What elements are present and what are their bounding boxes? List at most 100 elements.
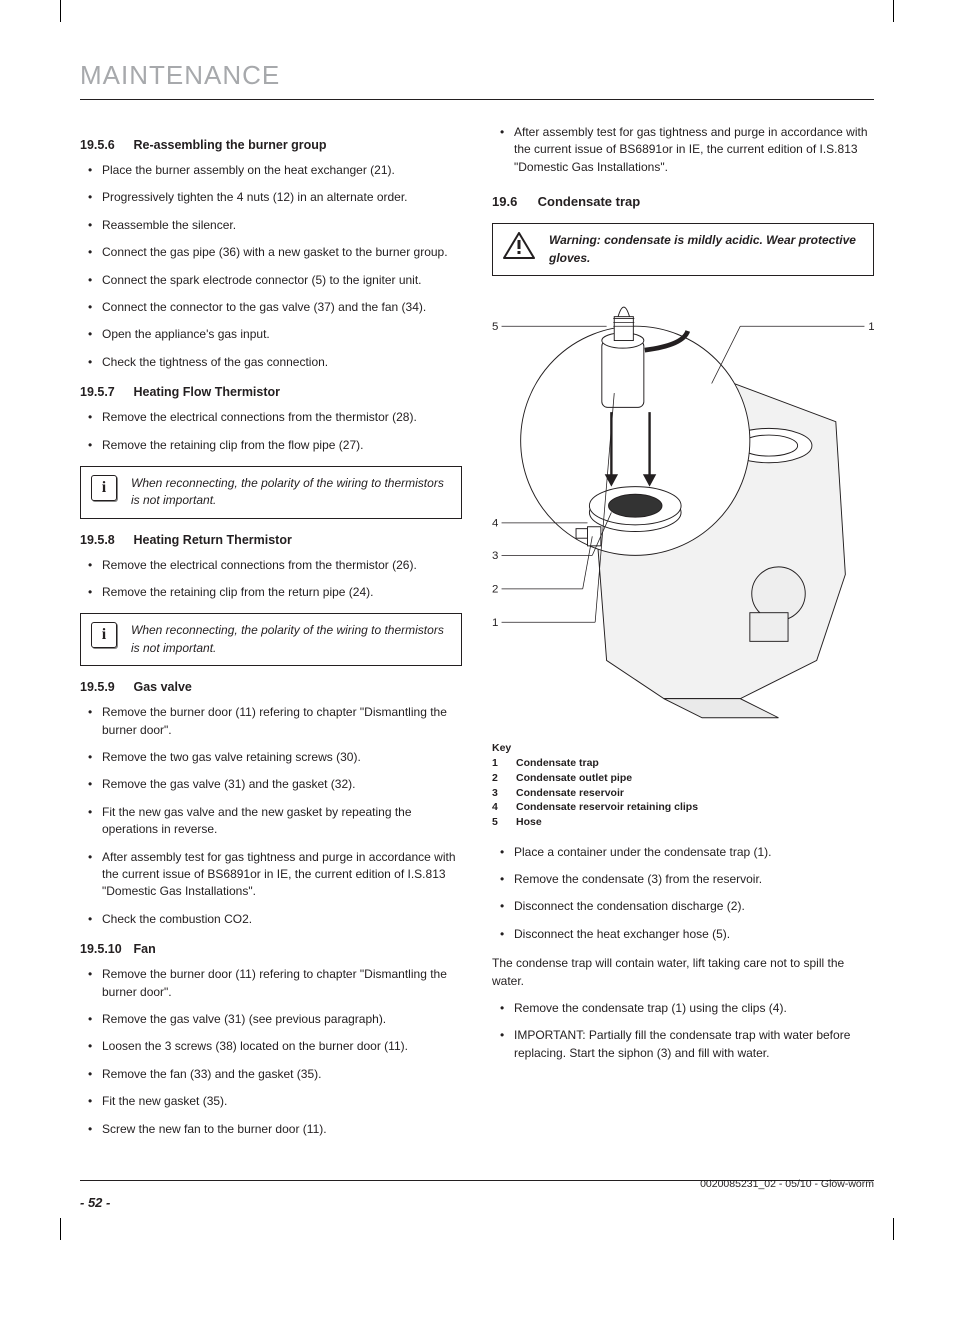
list-item: Place the burner assembly on the heat ex… bbox=[80, 162, 462, 179]
subheading-text: Heating Flow Thermistor bbox=[133, 385, 280, 399]
section-heading-19-6: 19.6 Condensate trap bbox=[492, 194, 874, 209]
condensate-trap-diagram: 5 4 3 2 1 1 bbox=[492, 288, 874, 730]
list-item: Connect the spark electrode connector (5… bbox=[80, 272, 462, 289]
two-column-layout: 19.5.6 Re-assembling the burner group Pl… bbox=[80, 124, 874, 1150]
key-num: 4 bbox=[492, 800, 502, 815]
title-rule bbox=[80, 99, 874, 100]
list-item: Place a container under the condensate t… bbox=[492, 844, 874, 861]
diagram-key: Key 1 Condensate trap 2 Condensate outlet … bbox=[492, 742, 874, 829]
subheading-19-5-8: 19.5.8 Heating Return Thermistor bbox=[80, 533, 462, 547]
left-column: 19.5.6 Re-assembling the burner group Pl… bbox=[80, 124, 462, 1150]
bullet-list: Place a container under the condensate t… bbox=[492, 844, 874, 944]
crop-mark bbox=[893, 1218, 894, 1240]
key-num: 2 bbox=[492, 771, 502, 786]
key-label: Condensate reservoir retaining clips bbox=[516, 800, 698, 815]
subheading-text: Gas valve bbox=[133, 680, 191, 694]
document-reference: 0020085231_02 - 05/10 - Glow-worm bbox=[700, 1178, 874, 1190]
info-note-box: i When reconnecting, the polarity of the… bbox=[80, 613, 462, 666]
list-item: Remove the condensate trap (1) using the… bbox=[492, 1000, 874, 1017]
subheading-19-5-6: 19.5.6 Re-assembling the burner group bbox=[80, 138, 462, 152]
key-label: Condensate outlet pipe bbox=[516, 771, 632, 786]
list-item: Reassemble the silencer. bbox=[80, 217, 462, 234]
list-item: Disconnect the heat exchanger hose (5). bbox=[492, 926, 874, 943]
key-num: 5 bbox=[492, 815, 502, 830]
bullet-list: Remove the electrical connections from t… bbox=[80, 409, 462, 454]
list-item: Progressively tighten the 4 nuts (12) in… bbox=[80, 189, 462, 206]
list-item: Remove the electrical connections from t… bbox=[80, 409, 462, 426]
list-item: Remove the gas valve (31) and the gasket… bbox=[80, 776, 462, 793]
bullet-list: Place the burner assembly on the heat ex… bbox=[80, 162, 462, 371]
callout-4: 4 bbox=[492, 518, 499, 530]
info-icon: i bbox=[91, 622, 117, 648]
page-number: - 52 - bbox=[80, 1195, 110, 1210]
warning-icon bbox=[503, 232, 535, 263]
bullet-list: Remove the condensate trap (1) using the… bbox=[492, 1000, 874, 1062]
list-item: Remove the retaining clip from the retur… bbox=[80, 584, 462, 601]
subheading-text: Heating Return Thermistor bbox=[133, 533, 291, 547]
key-num: 3 bbox=[492, 786, 502, 801]
crop-mark bbox=[60, 1218, 61, 1240]
list-item: Remove the fan (33) and the gasket (35). bbox=[80, 1066, 462, 1083]
key-label: Condensate trap bbox=[516, 756, 599, 771]
info-note-box: i When reconnecting, the polarity of the… bbox=[80, 466, 462, 519]
list-item: Connect the gas pipe (36) with a new gas… bbox=[80, 244, 462, 261]
bullet-list: Remove the burner door (11) refering to … bbox=[80, 966, 462, 1138]
list-item: Check the combustion CO2. bbox=[80, 911, 462, 928]
list-item: Disconnect the condensation discharge (2… bbox=[492, 898, 874, 915]
warning-text: Warning: condensate is mildly acidic. We… bbox=[549, 232, 863, 267]
subheading-number: 19.5.7 bbox=[80, 385, 130, 399]
list-item: Remove the burner door (11) refering to … bbox=[80, 704, 462, 739]
list-item: Loosen the 3 screws (38) located on the … bbox=[80, 1038, 462, 1055]
list-item: Remove the two gas valve retaining screw… bbox=[80, 749, 462, 766]
list-item: After assembly test for gas tightness an… bbox=[80, 849, 462, 901]
subheading-text: Fan bbox=[133, 942, 155, 956]
content-area: MAINTENANCE 19.5.6 Re-assembling the bur… bbox=[60, 30, 894, 1210]
info-icon: i bbox=[91, 475, 117, 501]
page-container: MAINTENANCE 19.5.6 Re-assembling the bur… bbox=[0, 0, 954, 1240]
warning-box: Warning: condensate is mildly acidic. We… bbox=[492, 223, 874, 276]
callout-2: 2 bbox=[492, 584, 498, 596]
list-item: Remove the gas valve (31) (see previous … bbox=[80, 1011, 462, 1028]
key-label: Hose bbox=[516, 815, 542, 830]
list-item: Connect the connector to the gas valve (… bbox=[80, 299, 462, 316]
subheading-text: Re-assembling the burner group bbox=[133, 138, 326, 152]
info-text: When reconnecting, the polarity of the w… bbox=[131, 622, 451, 657]
list-item: Fit the new gasket (35). bbox=[80, 1093, 462, 1110]
section-number: 19.6 bbox=[492, 194, 534, 209]
body-paragraph: The condense trap will contain water, li… bbox=[492, 955, 874, 990]
crop-mark bbox=[893, 0, 894, 22]
page-title: MAINTENANCE bbox=[80, 60, 874, 91]
list-item: After assembly test for gas tightness an… bbox=[492, 124, 874, 176]
list-item: Remove the burner door (11) refering to … bbox=[80, 966, 462, 1001]
callout-1: 1 bbox=[492, 617, 498, 629]
list-item: Screw the new fan to the burner door (11… bbox=[80, 1121, 462, 1138]
bullet-list: Remove the burner door (11) refering to … bbox=[80, 704, 462, 928]
subheading-number: 19.5.8 bbox=[80, 533, 130, 547]
key-num: 1 bbox=[492, 756, 502, 771]
page-footer: - 52 - 0020085231_02 - 05/10 - Glow-worm bbox=[80, 1180, 874, 1210]
list-item: Remove the electrical connections from t… bbox=[80, 557, 462, 574]
list-item: Check the tightness of the gas connectio… bbox=[80, 354, 462, 371]
section-title: Condensate trap bbox=[538, 194, 641, 209]
bullet-list: After assembly test for gas tightness an… bbox=[492, 124, 874, 176]
subheading-number: 19.5.9 bbox=[80, 680, 130, 694]
subheading-19-5-9: 19.5.9 Gas valve bbox=[80, 680, 462, 694]
info-text: When reconnecting, the polarity of the w… bbox=[131, 475, 451, 510]
crop-mark bbox=[60, 0, 61, 22]
subheading-19-5-7: 19.5.7 Heating Flow Thermistor bbox=[80, 385, 462, 399]
callout-5: 5 bbox=[492, 321, 498, 333]
list-item: Open the appliance's gas input. bbox=[80, 326, 462, 343]
subheading-19-5-10: 19.5.10 Fan bbox=[80, 942, 462, 956]
key-title: Key bbox=[492, 742, 874, 754]
callout-3: 3 bbox=[492, 550, 498, 562]
list-item: Remove the condensate (3) from the reser… bbox=[492, 871, 874, 888]
key-label: Condensate reservoir bbox=[516, 786, 624, 801]
right-column: After assembly test for gas tightness an… bbox=[492, 124, 874, 1150]
list-item: Fit the new gas valve and the new gasket… bbox=[80, 804, 462, 839]
subheading-number: 19.5.6 bbox=[80, 138, 130, 152]
bullet-list: Remove the electrical connections from t… bbox=[80, 557, 462, 602]
subheading-number: 19.5.10 bbox=[80, 942, 130, 956]
callout-1-right: 1 bbox=[868, 321, 874, 333]
list-item: Remove the retaining clip from the flow … bbox=[80, 437, 462, 454]
list-item: IMPORTANT: Partially fill the condensate… bbox=[492, 1027, 874, 1062]
